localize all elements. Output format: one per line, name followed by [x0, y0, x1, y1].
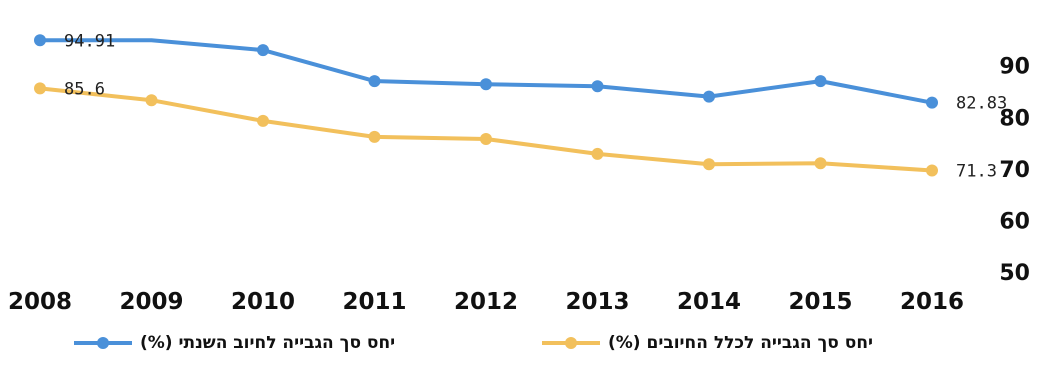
- series-2-line: [38, 86, 934, 173]
- series-1-point: [926, 96, 938, 109]
- x-tick-label: 2012: [454, 289, 518, 315]
- series-2-data-label: 71.3: [956, 161, 997, 181]
- series-2-point: [814, 157, 827, 170]
- y-tick-label: 90: [999, 55, 1030, 80]
- y-tick-label: 80: [999, 106, 1030, 131]
- series-2-point: [926, 164, 938, 177]
- legend-marker-series-2: [542, 337, 600, 349]
- series-1-point: [591, 80, 604, 93]
- series-1-point: [34, 34, 46, 47]
- legend-item-series-2: יחס סך הגבייה לכלל החיובים (%): [540, 333, 873, 353]
- series-2-point: [591, 147, 604, 160]
- series-2-point: [257, 114, 269, 127]
- y-tick-label: 70: [999, 158, 1030, 183]
- data-label-layer: 94.91 82.83 85.6 71.3: [64, 31, 1007, 181]
- series-1-point: [257, 44, 269, 57]
- y-axis: 50 60 70 80 90: [999, 55, 1030, 287]
- series-1-data-label: 94.91: [64, 31, 115, 51]
- x-tick-label: 2009: [119, 289, 183, 315]
- x-tick-label: 2010: [231, 289, 295, 315]
- legend-marker-series-1: [74, 337, 132, 349]
- y-tick-label: 60: [999, 210, 1030, 235]
- series-2-point: [480, 132, 492, 145]
- legend-item-series-1: יחס סך הגבייה לחיוב השנתי (%): [72, 333, 395, 353]
- series-2-point: [145, 94, 158, 107]
- x-axis: 2008 2009 2010 2011 2012 2013 2014 2015 2016: [8, 289, 964, 315]
- series-2-point: [368, 130, 381, 143]
- y-tick-label: 50: [999, 261, 1030, 286]
- legend-label-series-1: יחס סך הגבייה לחיוב השנתי (%): [140, 333, 396, 353]
- series-2-data-label: 85.6: [64, 79, 105, 99]
- legend-label-series-2: יחס סך הגבייה לכלל החיובים (%): [608, 333, 874, 353]
- series-1-data-label: 82.83: [956, 94, 1007, 114]
- series-1-line: [38, 38, 934, 105]
- series-1-point: [368, 75, 381, 88]
- series-1-point: [814, 75, 827, 88]
- series-1-point: [703, 90, 715, 103]
- x-tick-label: 2013: [565, 289, 629, 315]
- x-tick-label: 2011: [342, 289, 406, 315]
- series-2-point: [34, 82, 46, 95]
- x-tick-label: 2014: [677, 289, 741, 315]
- series-2-point: [703, 158, 715, 171]
- x-tick-label: 2015: [788, 289, 852, 315]
- series-layer: [34, 34, 938, 177]
- series-1-point: [480, 78, 492, 91]
- x-tick-label: 2008: [8, 289, 72, 315]
- x-tick-label: 2016: [900, 289, 964, 315]
